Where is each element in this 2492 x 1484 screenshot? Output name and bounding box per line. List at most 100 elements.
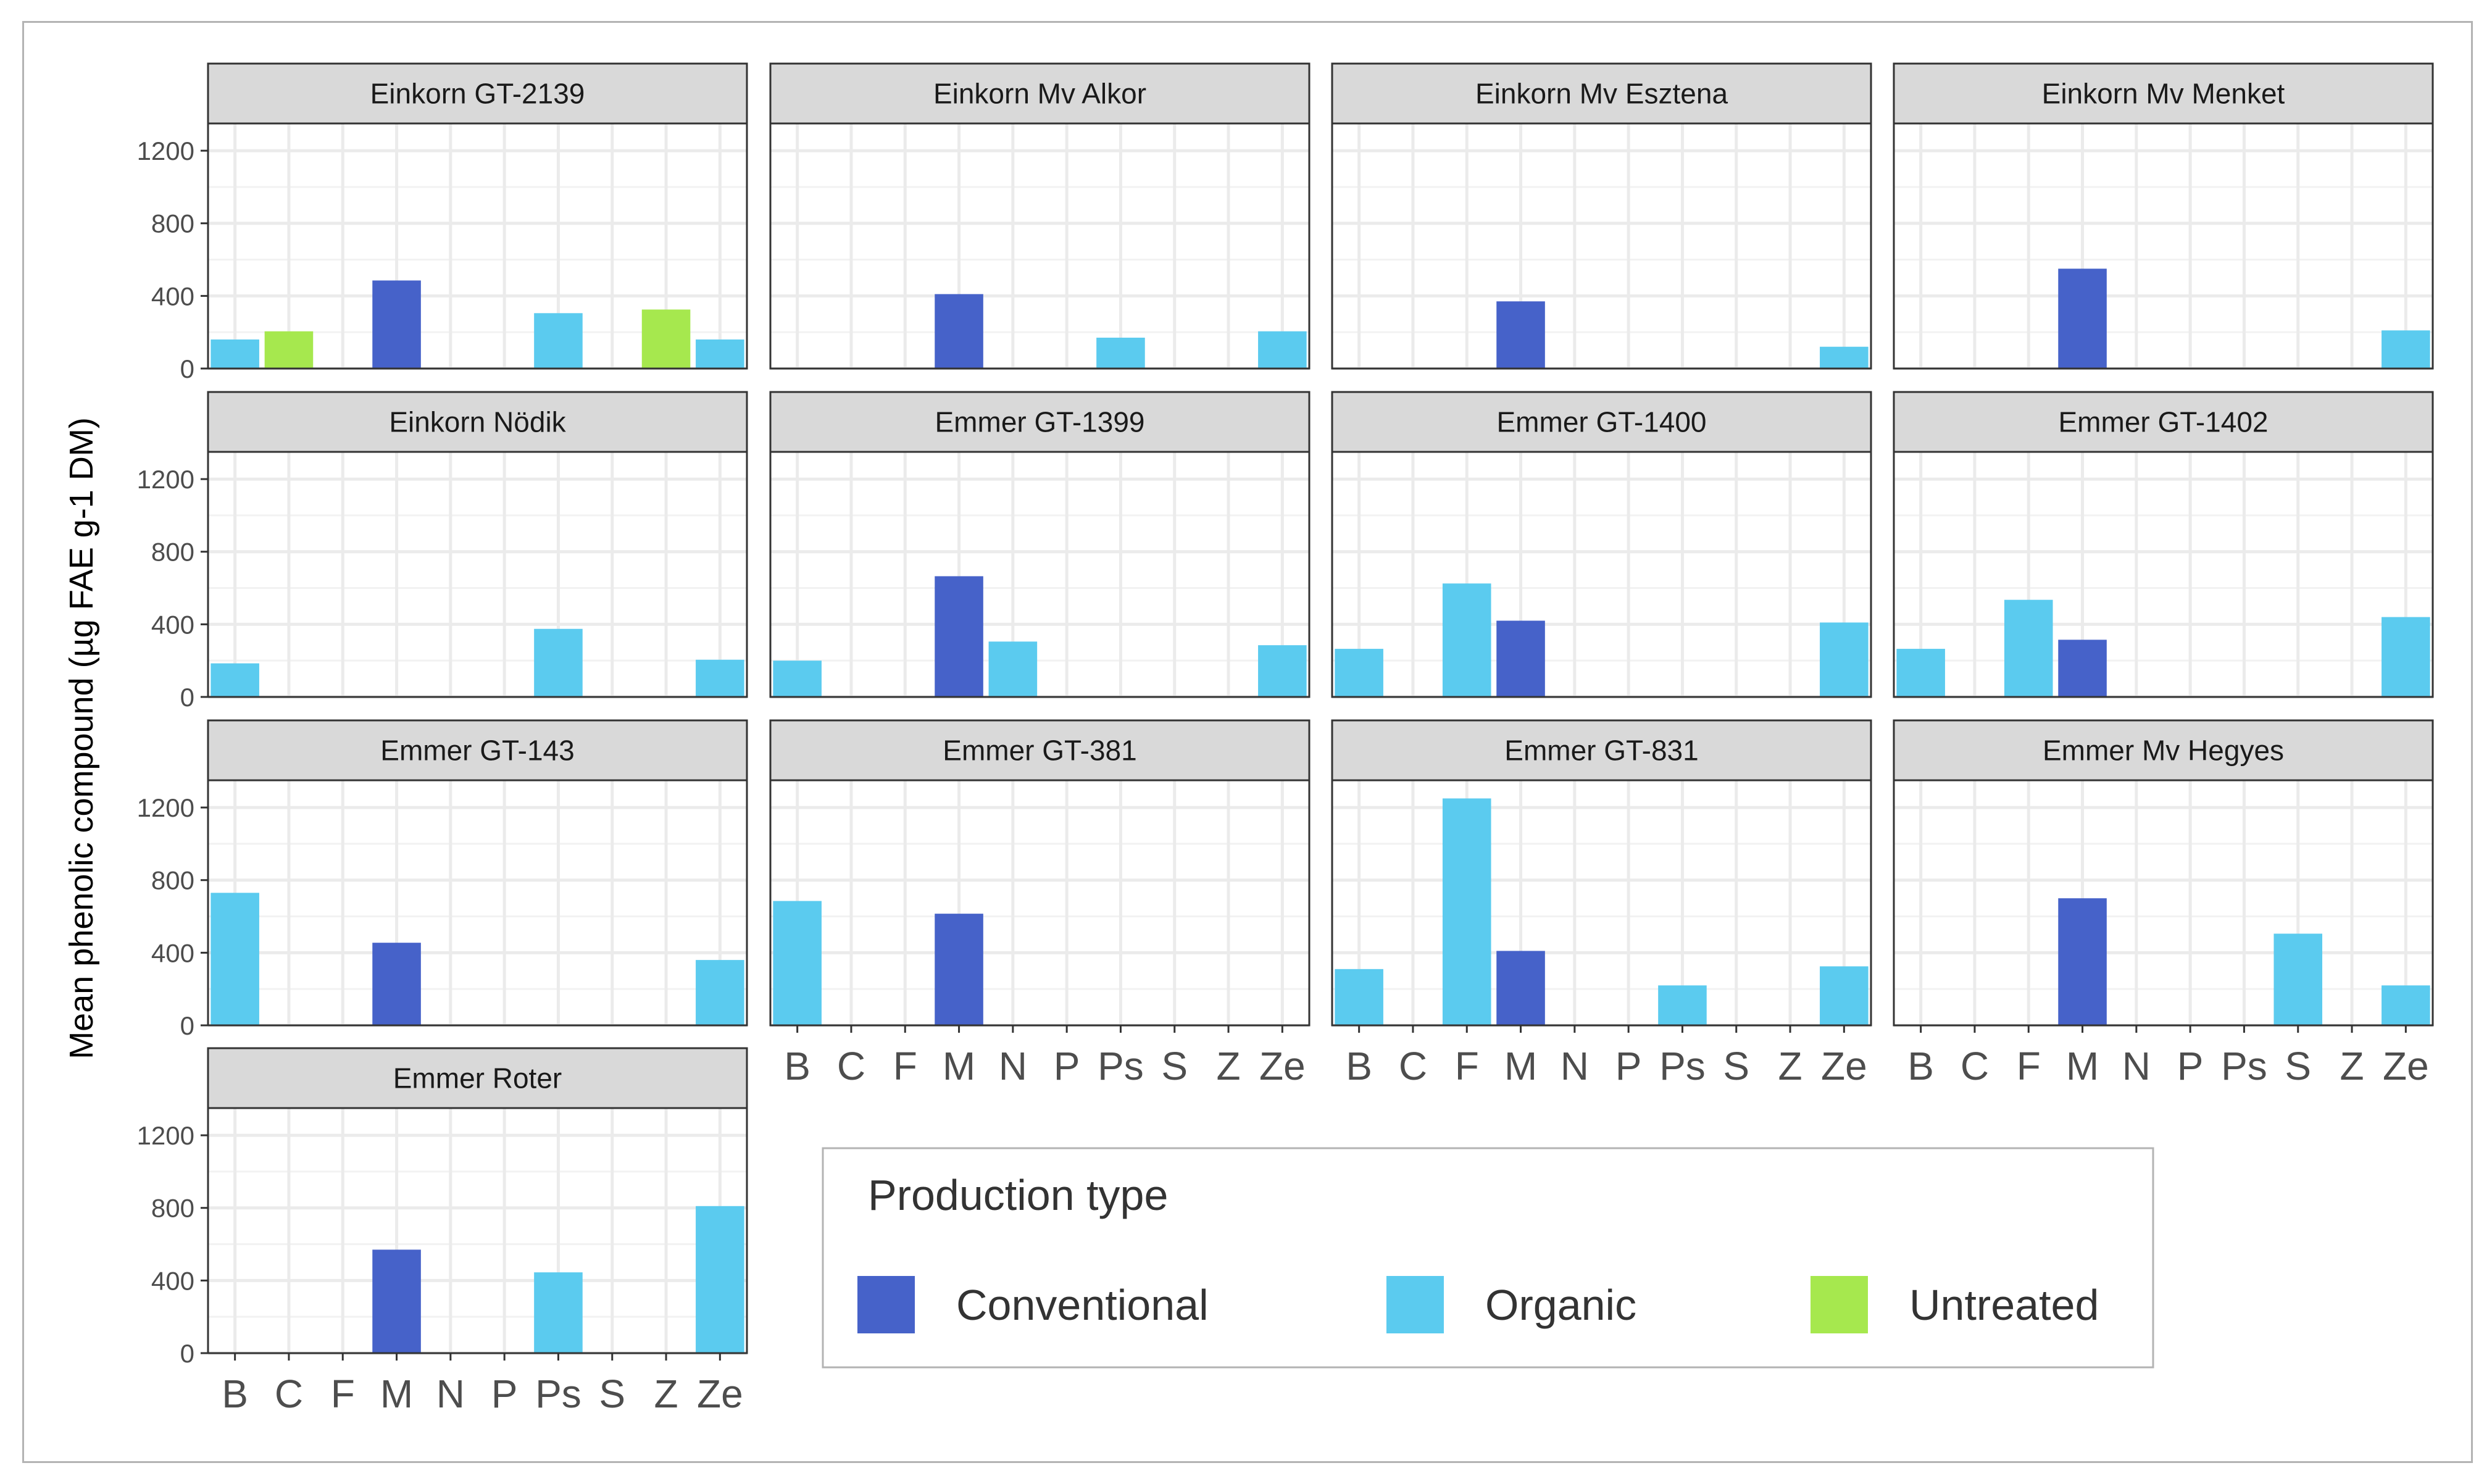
panel-border-emmer-mv-hegyes	[1893, 779, 2434, 1027]
bar-einkorn-mv-alkor-ps	[1096, 338, 1145, 369]
panel-strip-einkorn-n-dik	[207, 391, 748, 453]
y-tick-label: 400	[151, 938, 194, 967]
panel-border-emmer-gt-143	[207, 779, 748, 1027]
x-tick-label: B	[1346, 1044, 1372, 1088]
legend-swatch-conventional	[857, 1276, 915, 1333]
panel-title-emmer-gt-1399: Emmer GT-1399	[935, 406, 1145, 438]
bar-einkorn-n-dik-ze	[696, 659, 744, 697]
panel-strip-einkorn-mv-menket	[1893, 62, 2434, 125]
x-tick-label: Z	[654, 1372, 678, 1416]
bar-emmer-gt-1402-m	[2058, 640, 2107, 697]
x-tick-label: F	[331, 1372, 355, 1416]
x-tick-label: S	[1161, 1044, 1188, 1088]
panel-strip-emmer-gt-831	[1331, 719, 1872, 782]
panel-strip-einkorn-mv-alkor	[769, 62, 1311, 125]
panel-border-emmer-gt-1400	[1331, 451, 1872, 698]
legend-label-organic: Organic	[1485, 1281, 1636, 1329]
panel-strip-einkorn-mv-esztena	[1331, 62, 1872, 125]
x-tick-label: C	[275, 1372, 303, 1416]
panel-bg-emmer-gt-143	[208, 780, 747, 1025]
bar-emmer-roter-ps	[534, 1272, 583, 1353]
bar-einkorn-gt-2139-z	[641, 309, 691, 369]
bar-emmer-gt-1399-n	[988, 641, 1038, 697]
bar-emmer-gt-831-m	[1496, 951, 1545, 1025]
bar-emmer-mv-hegyes-m	[2058, 898, 2107, 1025]
bar-einkorn-n-dik-ps	[534, 628, 583, 697]
bar-emmer-gt-1402-ze	[2382, 617, 2430, 697]
panel-bg-einkorn-n-dik	[208, 452, 747, 697]
panel-title-einkorn-gt-2139: Einkorn GT-2139	[370, 78, 585, 110]
y-tick-label: 1200	[137, 465, 194, 494]
panel-title-einkorn-mv-menket: Einkorn Mv Menket	[2042, 78, 2285, 110]
bar-emmer-gt-831-f	[1442, 798, 1491, 1025]
x-tick-label: Ze	[2383, 1044, 2429, 1088]
bar-emmer-gt-1399-m	[935, 576, 983, 697]
bar-einkorn-mv-alkor-m	[935, 294, 983, 369]
bar-emmer-gt-1400-ze	[1820, 622, 1869, 697]
panel-border-emmer-gt-1399	[769, 451, 1311, 698]
panel-border-einkorn-mv-esztena	[1331, 122, 1872, 370]
y-tick-label: 1200	[137, 136, 194, 165]
panel-bg-einkorn-mv-alkor	[770, 123, 1309, 369]
panel-strip-emmer-roter	[207, 1047, 748, 1109]
panel-bg-einkorn-mv-esztena	[1332, 123, 1871, 369]
bar-einkorn-gt-2139-b	[210, 339, 259, 369]
bar-einkorn-mv-esztena-m	[1496, 301, 1545, 369]
panel-bg-emmer-roter	[208, 1108, 747, 1353]
x-tick-label: S	[1723, 1044, 1749, 1088]
bar-emmer-gt-831-ps	[1658, 985, 1707, 1025]
x-tick-label: Ps	[1659, 1044, 1706, 1088]
panel-title-emmer-mv-hegyes: Emmer Mv Hegyes	[2043, 735, 2284, 767]
x-tick-label: Ps	[2221, 1044, 2267, 1088]
panel-title-einkorn-mv-esztena: Einkorn Mv Esztena	[1475, 78, 1728, 110]
x-tick-label: Ps	[1098, 1044, 1144, 1088]
x-tick-label: N	[999, 1044, 1027, 1088]
bar-emmer-gt-143-m	[372, 943, 421, 1025]
legend-title: Production type	[868, 1171, 1168, 1219]
bar-emmer-gt-831-b	[1335, 969, 1383, 1025]
panel-strip-emmer-gt-1402	[1893, 391, 2434, 453]
y-tick-label: 400	[151, 281, 194, 311]
panel-strip-emmer-gt-143	[207, 719, 748, 782]
bar-emmer-gt-1402-b	[1896, 649, 1945, 697]
panel-strip-emmer-gt-381	[769, 719, 1311, 782]
legend-box	[822, 1147, 2154, 1369]
x-tick-label: P	[1615, 1044, 1642, 1088]
x-tick-label: F	[2017, 1044, 2041, 1088]
panel-title-einkorn-mv-alkor: Einkorn Mv Alkor	[933, 78, 1146, 110]
x-tick-label: C	[1399, 1044, 1427, 1088]
panel-bg-einkorn-mv-menket	[1894, 123, 2433, 369]
x-tick-label: N	[436, 1372, 465, 1416]
y-tick-label: 800	[151, 209, 194, 238]
y-tick-label: 0	[180, 683, 194, 712]
panel-title-emmer-gt-381: Emmer GT-381	[943, 735, 1136, 767]
x-tick-label: Z	[1217, 1044, 1241, 1088]
bar-emmer-gt-1399-b	[773, 661, 822, 697]
panel-bg-emmer-gt-1400	[1332, 452, 1871, 697]
panel-border-emmer-gt-1402	[1893, 451, 2434, 698]
x-tick-label: Z	[1778, 1044, 1802, 1088]
y-tick-label: 400	[151, 610, 194, 639]
y-tick-label: 800	[151, 1194, 194, 1223]
bar-emmer-gt-381-m	[935, 914, 983, 1025]
bar-einkorn-gt-2139-c	[264, 331, 314, 369]
bar-einkorn-mv-esztena-ze	[1820, 346, 1869, 369]
panel-bg-emmer-gt-381	[770, 780, 1309, 1025]
panel-bg-emmer-mv-hegyes	[1894, 780, 2433, 1025]
bar-einkorn-mv-menket-m	[2058, 269, 2107, 369]
x-tick-label: Ze	[1259, 1044, 1306, 1088]
x-tick-label: C	[837, 1044, 865, 1088]
bar-emmer-roter-ze	[696, 1206, 744, 1353]
x-tick-label: M	[943, 1044, 975, 1088]
x-tick-label: M	[2066, 1044, 2099, 1088]
panel-title-emmer-gt-831: Emmer GT-831	[1504, 735, 1698, 767]
y-axis-title: Mean phenolic compound (µg FAE g-1 DM)	[63, 417, 100, 1059]
x-tick-label: M	[1504, 1044, 1537, 1088]
bar-emmer-gt-143-b	[210, 893, 259, 1025]
x-tick-label: Z	[2340, 1044, 2364, 1088]
bar-emmer-gt-831-ze	[1820, 966, 1869, 1025]
bar-einkorn-n-dik-b	[210, 663, 259, 697]
y-tick-label: 1200	[137, 793, 194, 822]
panel-bg-emmer-gt-1402	[1894, 452, 2433, 697]
